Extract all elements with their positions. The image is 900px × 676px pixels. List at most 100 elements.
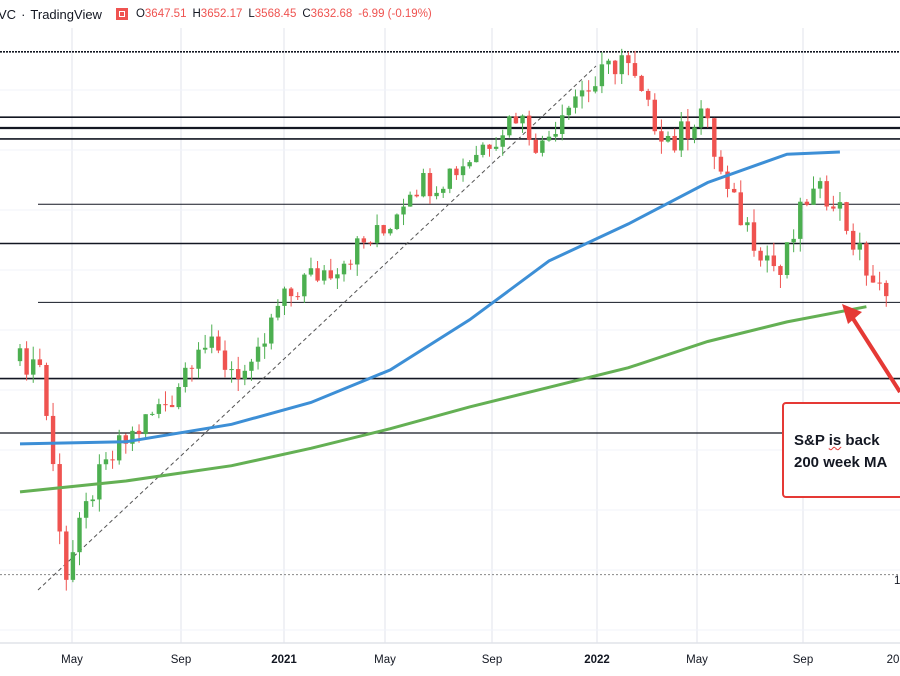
candle-up bbox=[176, 387, 181, 408]
horizontal-levels bbox=[0, 50, 900, 576]
candle-down bbox=[24, 348, 29, 375]
ma-200-line bbox=[19, 305, 867, 494]
candle-up bbox=[83, 501, 89, 518]
candle-up bbox=[447, 168, 453, 189]
symbol-label: VC bbox=[0, 6, 17, 22]
candle-down bbox=[414, 194, 419, 197]
candle-down bbox=[884, 282, 889, 297]
candle-down bbox=[685, 121, 691, 139]
dashed-trendline bbox=[37, 65, 597, 591]
high-value: 3652.17 bbox=[200, 8, 243, 20]
candle-down bbox=[844, 202, 849, 231]
candle-down bbox=[381, 225, 386, 234]
candle-up bbox=[202, 347, 208, 350]
candle-up bbox=[765, 255, 770, 261]
corner-label: 1 bbox=[894, 575, 900, 587]
candle-down bbox=[216, 336, 221, 351]
candle-up bbox=[599, 64, 605, 87]
candle-down bbox=[427, 173, 433, 197]
candle-up bbox=[31, 359, 36, 375]
candle-up bbox=[17, 348, 23, 362]
change-value: -6.99 (-0.19%) bbox=[358, 8, 432, 20]
annotation-line1-post: back bbox=[841, 432, 880, 449]
candle-up bbox=[791, 238, 796, 243]
candle-up bbox=[103, 459, 109, 465]
candle-down bbox=[295, 296, 300, 298]
chart-header: VC · TradingView O3647.51 H3652.17 L3568… bbox=[0, 2, 432, 26]
candle-down bbox=[659, 131, 664, 142]
candle-up bbox=[553, 134, 558, 137]
candle-up bbox=[150, 413, 155, 415]
candle-up bbox=[229, 369, 234, 371]
candle-up bbox=[401, 206, 406, 215]
annotation-arrow bbox=[842, 304, 900, 394]
candle-up bbox=[606, 60, 611, 65]
time-axis-label: 2022 bbox=[584, 654, 610, 666]
candle-up bbox=[817, 181, 823, 189]
candle-down bbox=[110, 459, 115, 461]
candle-up bbox=[460, 166, 466, 176]
candle-up bbox=[493, 146, 499, 149]
candle-down bbox=[824, 181, 829, 207]
candle-up bbox=[619, 55, 624, 75]
candle-up bbox=[275, 305, 281, 318]
time-axis-label: 2021 bbox=[271, 654, 297, 666]
candle-up bbox=[857, 243, 862, 250]
candle-down bbox=[778, 266, 783, 275]
time-axis-label: Sep bbox=[793, 654, 813, 666]
candle-up bbox=[434, 192, 439, 197]
candle-down bbox=[831, 206, 836, 209]
candle-up bbox=[560, 115, 565, 135]
time-axis-label: May bbox=[374, 654, 396, 666]
candle-up bbox=[143, 414, 148, 435]
candle-up bbox=[467, 162, 472, 167]
candle-up bbox=[302, 274, 307, 297]
candle-down bbox=[771, 255, 777, 267]
candle-up bbox=[394, 214, 400, 230]
time-axis-label: 20 bbox=[887, 654, 900, 666]
candle-down bbox=[513, 116, 519, 124]
candle-up bbox=[156, 404, 162, 414]
time-axis-label: May bbox=[686, 654, 708, 666]
candle-down bbox=[632, 63, 638, 76]
candle-down bbox=[328, 270, 333, 279]
candle-down bbox=[315, 268, 320, 281]
candlesticks bbox=[17, 48, 889, 591]
candle-up bbox=[355, 238, 360, 265]
candle-down bbox=[639, 75, 644, 91]
candle-up bbox=[282, 288, 287, 306]
candle-up bbox=[480, 144, 486, 155]
candle-down bbox=[189, 367, 195, 369]
ohlc-readout: O3647.51 H3652.17 L3568.45 C3632.68 -6.9… bbox=[136, 8, 432, 20]
arrow-shaft bbox=[850, 315, 900, 394]
candle-up bbox=[784, 242, 790, 275]
candle-up bbox=[242, 370, 248, 379]
candle-down bbox=[163, 404, 168, 406]
candle-up bbox=[196, 349, 201, 369]
candle-up bbox=[665, 135, 671, 142]
candle-up bbox=[579, 90, 585, 97]
ma-100-line bbox=[19, 150, 840, 446]
candle-up bbox=[116, 435, 122, 461]
header-separator: · bbox=[21, 6, 26, 22]
candle-down bbox=[50, 415, 56, 465]
high-label: H bbox=[192, 8, 201, 20]
candle-down bbox=[626, 55, 631, 64]
candle-down bbox=[731, 188, 737, 193]
candle-down bbox=[123, 435, 128, 444]
candle-down bbox=[718, 156, 724, 172]
candle-up bbox=[837, 202, 843, 209]
candle-down bbox=[368, 242, 373, 244]
candle-up bbox=[249, 361, 254, 371]
candle-down bbox=[672, 135, 677, 151]
close-label: C bbox=[302, 8, 311, 20]
candle-down bbox=[804, 201, 810, 205]
candle-down bbox=[236, 369, 241, 379]
candle-up bbox=[566, 107, 572, 116]
annotation-line1-pre: S&P bbox=[794, 432, 829, 449]
candle-up bbox=[540, 140, 545, 153]
candle-down bbox=[454, 168, 459, 176]
candle-down bbox=[222, 350, 228, 370]
time-axis-label: May bbox=[61, 654, 83, 666]
